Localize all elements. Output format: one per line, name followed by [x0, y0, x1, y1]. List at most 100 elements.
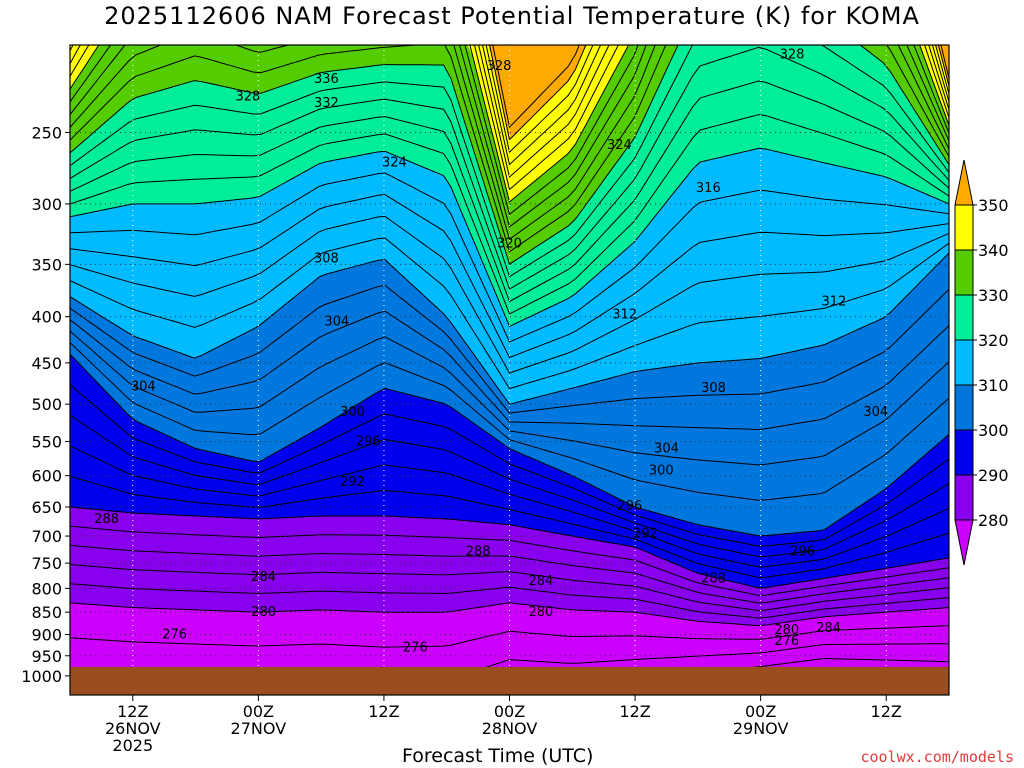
- colorbar-label: 300: [978, 421, 1009, 440]
- contour-342: [70, 45, 949, 191]
- contour-label: 336: [314, 72, 339, 87]
- contour-label: 296: [617, 499, 642, 514]
- contour-label: 280: [528, 605, 553, 620]
- contour-332: [70, 45, 949, 253]
- contour-label: 304: [324, 315, 349, 330]
- contour-314: [70, 215, 949, 374]
- contour-label: 300: [340, 405, 365, 420]
- contour-label: 304: [863, 405, 888, 420]
- y-tick-label: 250: [31, 123, 62, 142]
- credit-link[interactable]: coolwx.com/models: [860, 748, 1014, 766]
- contour-348: [485, 45, 949, 154]
- y-tick-label: 750: [31, 554, 62, 573]
- contour-300: [70, 353, 949, 537]
- y-tick-label: 400: [31, 308, 62, 327]
- x-tick-label: 12Z: [619, 702, 650, 721]
- contour-label: 308: [314, 252, 339, 267]
- contour-322: [70, 114, 949, 315]
- contour-label: 312: [612, 308, 637, 323]
- colorbar-min-arrow: [954, 519, 974, 566]
- contour-label: 312: [821, 295, 846, 310]
- contour-label: 296: [790, 544, 815, 559]
- contour-label: 304: [654, 442, 679, 457]
- contour-labels: 336 332 328 328 328 324 324 320 316 312 312 308 308 3…: [94, 48, 888, 656]
- x-tick-label: 28NOV: [482, 719, 538, 738]
- colorbar-label: 310: [978, 376, 1009, 395]
- contour-352: [492, 45, 949, 129]
- contour-308: [70, 284, 949, 414]
- contour-label: 284: [816, 621, 841, 636]
- ground-fill: [70, 666, 949, 695]
- colorbar-label: 350: [978, 196, 1009, 215]
- grid-lines: [70, 45, 949, 695]
- x-tick-label: 27NOV: [231, 719, 287, 738]
- contour-label: 292: [340, 475, 365, 490]
- contour-label: 324: [607, 138, 632, 153]
- contour-label: 276: [774, 634, 799, 649]
- contour-label: 332: [314, 96, 339, 111]
- x-tick-label: 12Z: [871, 702, 902, 721]
- y-tick-label: 300: [31, 195, 62, 214]
- contour-312: [70, 237, 949, 390]
- contour-328: [70, 45, 949, 278]
- contour-label: 276: [162, 628, 187, 643]
- x-tick-label: 29NOV: [733, 719, 789, 738]
- contour-label: 328: [235, 89, 260, 104]
- x-tick-label: 26NOV: [105, 719, 161, 738]
- colorbar-label: 330: [978, 286, 1009, 305]
- ground-surface: [70, 666, 949, 695]
- y-tick-label: 350: [31, 255, 62, 274]
- contour-label: 288: [701, 571, 726, 586]
- contour-label: 304: [131, 380, 156, 395]
- contour-336: [70, 45, 949, 228]
- contour-label: 324: [382, 156, 407, 171]
- colorbar-swatch: [954, 249, 974, 296]
- y-tick-label: 900: [31, 626, 62, 645]
- y-tick-label: 800: [31, 579, 62, 598]
- contour-280: [70, 602, 949, 627]
- colorbar: 280 290 300 310 320 330 340 350: [954, 159, 1009, 566]
- contour-label: 276: [403, 640, 428, 655]
- contour-label: 316: [696, 181, 721, 196]
- contour-316: [70, 194, 949, 359]
- theta-band-3: [70, 253, 949, 536]
- x-tick-label: 2025: [112, 736, 153, 755]
- contour-334: [70, 45, 949, 241]
- colorbar-swatch: [954, 294, 974, 341]
- contour-label: 328: [780, 48, 805, 63]
- y-tick-label: 450: [31, 354, 62, 373]
- contour-330: [70, 45, 949, 265]
- contour-label: 280: [774, 623, 799, 638]
- contour-320: [70, 147, 949, 328]
- contour-label: 288: [94, 512, 119, 527]
- colorbar-swatch: [954, 339, 974, 386]
- contour-318: [70, 172, 949, 343]
- y-tick-label: 600: [31, 467, 62, 486]
- x-tick-label: 00Z: [745, 702, 776, 721]
- theta-band-1: [70, 507, 949, 626]
- colorbar-label: 340: [978, 241, 1009, 260]
- contour-292: [70, 475, 949, 579]
- contour-326: [70, 46, 949, 290]
- contour-282: [70, 583, 949, 619]
- colorbar-label: 290: [978, 466, 1009, 485]
- y-tick-label: 700: [31, 527, 62, 546]
- colorbar-max-arrow: [954, 159, 974, 206]
- contour-296: [70, 414, 949, 558]
- x-tick-label: 00Z: [243, 702, 274, 721]
- theta-contour-lines: [70, 45, 949, 695]
- contour-294: [70, 445, 949, 568]
- contour-350: [489, 45, 949, 141]
- contour-310: [70, 252, 949, 405]
- colorbar-label: 320: [978, 331, 1009, 350]
- contour-298: [70, 384, 949, 547]
- y-tick-label: 950: [31, 647, 62, 666]
- x-tick-label: 00Z: [494, 702, 525, 721]
- contour-label: 288: [466, 544, 491, 559]
- x-axis-title: Forecast Time (UTC): [402, 745, 594, 767]
- colorbar-swatch: [954, 429, 974, 476]
- contour-label: 284: [528, 574, 553, 589]
- contour-278: [70, 625, 949, 648]
